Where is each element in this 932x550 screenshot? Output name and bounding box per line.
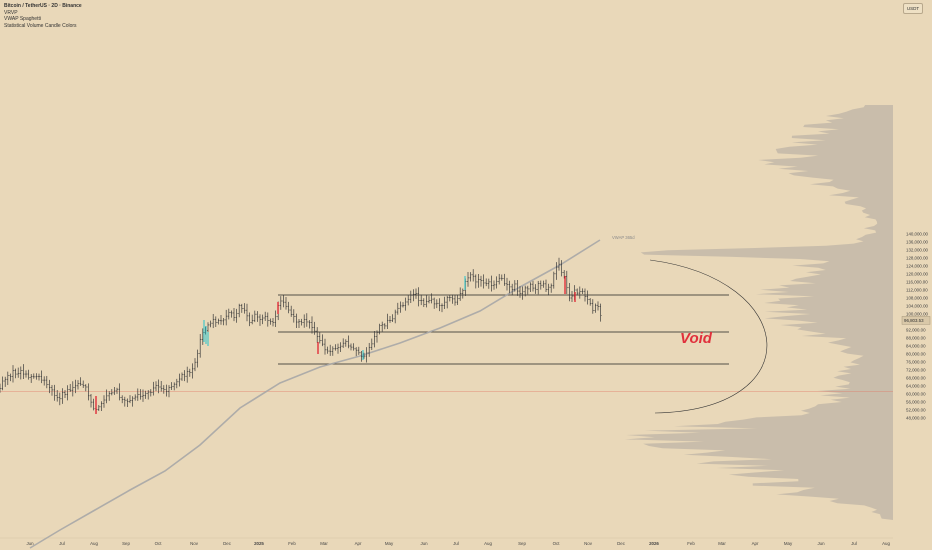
symbol-title[interactable]: Bitcoin / TetherUS · 2D · Binance xyxy=(4,3,82,9)
y-tick-label: 136,000.00 xyxy=(906,240,929,245)
x-tick-label: Jul xyxy=(59,541,65,546)
last-price-label: 96,803.53 xyxy=(904,318,924,323)
x-tick-label: Feb xyxy=(687,541,695,546)
y-tick-label: 60,000.00 xyxy=(906,392,926,397)
y-tick-label: 112,000.00 xyxy=(906,288,928,293)
x-tick-label: Sep xyxy=(122,541,130,546)
vwap-label: VWAP 365d xyxy=(612,235,635,240)
x-tick-label: Jun xyxy=(26,541,34,546)
x-tick-label: Aug xyxy=(90,541,98,546)
y-tick-label: 48,000.00 xyxy=(906,416,926,421)
y-tick-label: 72,000.00 xyxy=(906,368,926,373)
y-tick-label: 128,000.00 xyxy=(906,256,929,261)
volume-profile xyxy=(624,105,893,520)
void-bracket xyxy=(649,259,768,414)
chart-legend: Bitcoin / TetherUS · 2D · Binance VRVP V… xyxy=(4,3,82,29)
y-tick-label: 104,000.00 xyxy=(906,304,929,309)
x-tick-label: Oct xyxy=(553,541,561,546)
x-tick-label: Mar xyxy=(320,541,328,546)
x-tick-label: Nov xyxy=(584,541,593,546)
y-tick-label: 116,000.00 xyxy=(906,280,928,285)
indicator-vwap-spaghetti[interactable]: VWAP Spaghetti xyxy=(4,16,41,23)
x-tick-label: 2025 xyxy=(254,541,264,546)
x-tick-label: Aug xyxy=(882,541,890,546)
y-tick-label: 56,000.00 xyxy=(906,400,926,405)
currency-button[interactable]: USDT xyxy=(903,3,923,14)
volume-profile-bars xyxy=(624,105,893,520)
y-tick-label: 92,000.00 xyxy=(906,328,926,333)
y-axis: 140,000.00 136,000.00 132,000.00 128,000.00… xyxy=(906,232,929,421)
x-tick-label: Jul xyxy=(851,541,857,546)
y-tick-label: 124,000.00 xyxy=(906,264,929,269)
x-tick-label: 2026 xyxy=(649,541,659,546)
x-tick-label: Nov xyxy=(190,541,199,546)
x-tick-label: Jun xyxy=(420,541,428,546)
indicator-statistical-volume[interactable]: Statistical Volume Candle Colors xyxy=(4,22,77,29)
x-tick-label: Apr xyxy=(752,541,759,546)
x-tick-label: Dec xyxy=(223,541,232,546)
vwap-line xyxy=(29,239,601,549)
x-axis: Jun Jul Aug Sep Oct Nov Dec 2025 Feb Mar Apr May Jun… xyxy=(26,541,890,546)
y-tick-label: 68,000.00 xyxy=(906,376,926,381)
y-tick-label: 52,000.00 xyxy=(906,408,926,413)
x-tick-label: Dec xyxy=(617,541,626,546)
y-tick-label: 80,000.00 xyxy=(906,352,926,357)
x-tick-label: Mar xyxy=(718,541,726,546)
x-tick-label: Oct xyxy=(155,541,163,546)
x-tick-label: Jul xyxy=(453,541,459,546)
y-tick-label: 84,000.00 xyxy=(906,344,926,349)
x-tick-label: Apr xyxy=(355,541,362,546)
x-tick-label: May xyxy=(784,541,793,546)
indicator-vrvp[interactable]: VRVP xyxy=(4,9,18,16)
x-tick-label: Sep xyxy=(518,541,526,546)
price-axis-background xyxy=(893,0,932,550)
y-tick-label: 88,000.00 xyxy=(906,336,926,341)
y-tick-label: 108,000.00 xyxy=(906,296,929,301)
x-tick-label: Jun xyxy=(817,541,825,546)
y-tick-label: 100,000.00 xyxy=(906,312,929,317)
y-tick-label: 132,000.00 xyxy=(906,248,929,253)
y-tick-label: 120,000.00 xyxy=(906,272,929,277)
candles xyxy=(0,257,602,414)
x-tick-label: Feb xyxy=(288,541,296,546)
x-tick-label: May xyxy=(385,541,394,546)
last-price-box xyxy=(901,316,931,325)
y-tick-label: 76,000.00 xyxy=(906,360,926,365)
y-tick-label: 64,000.00 xyxy=(906,384,926,389)
void-annotation: Void xyxy=(680,330,712,347)
x-tick-label: Aug xyxy=(484,541,492,546)
y-tick-label: 140,000.00 xyxy=(906,232,929,237)
